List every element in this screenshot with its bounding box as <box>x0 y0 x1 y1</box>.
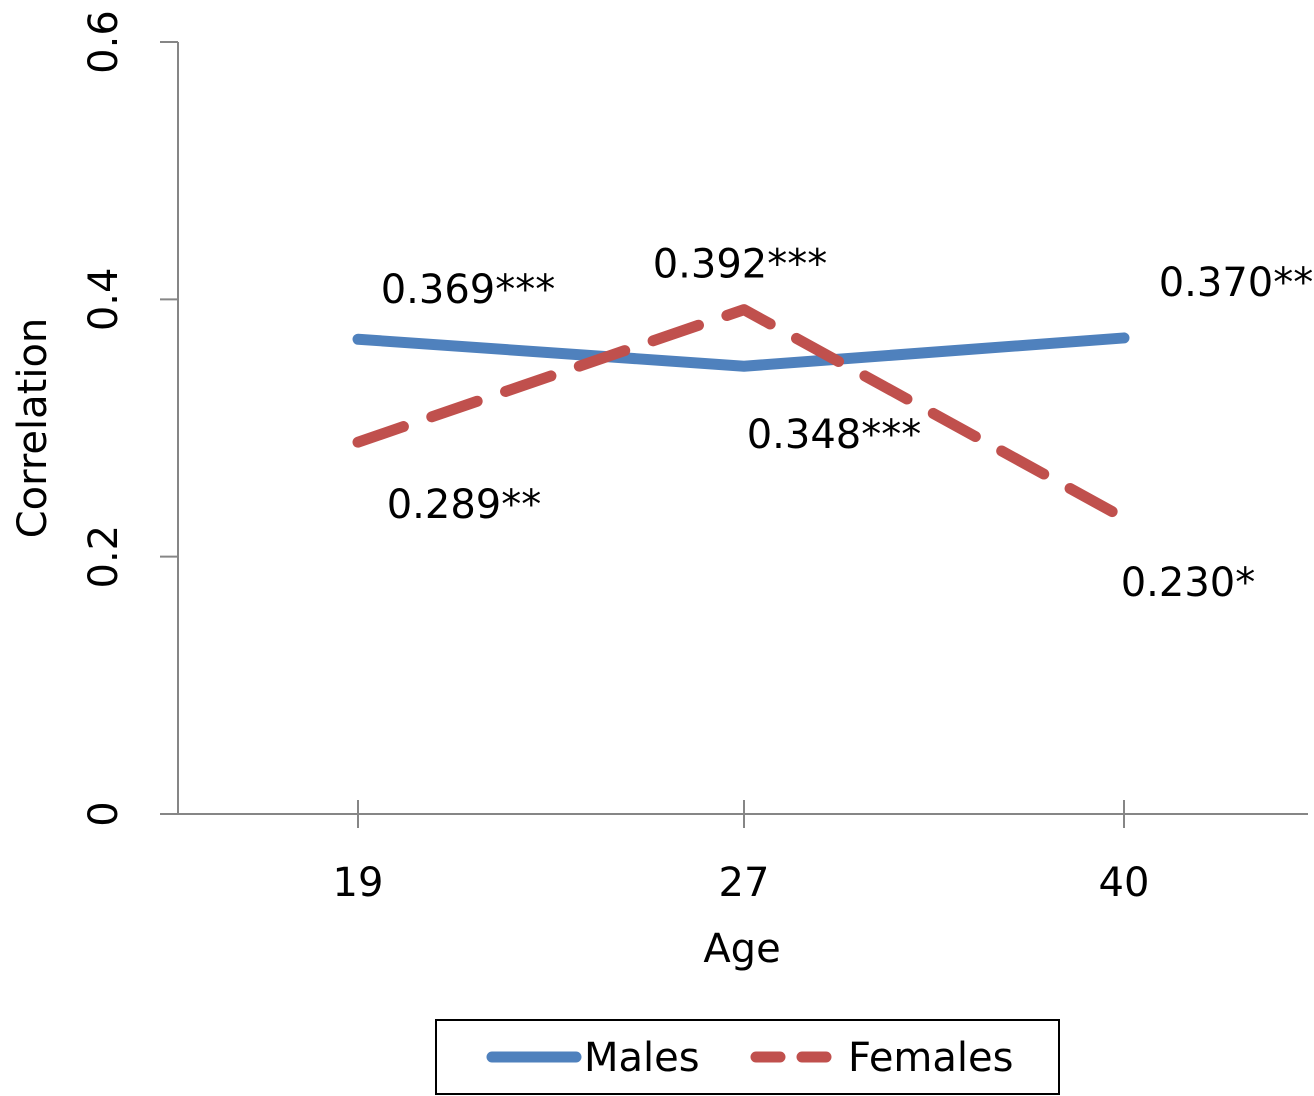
data-label-females: 0.392*** <box>653 242 828 288</box>
x-tick-label: 27 <box>719 860 770 906</box>
y-tick-label: 0.2 <box>81 525 127 589</box>
y-axis-ticks: 0 0.2 0.4 0.6 <box>81 10 178 827</box>
legend: Males Females <box>435 1019 1060 1095</box>
series-line-males <box>352 332 1130 372</box>
data-labels: 0.369*** 0.348*** 0.370*** 0.289** 0.392*** 0… <box>381 242 1314 606</box>
x-axis-title: Age <box>703 926 780 972</box>
plot-area: 0 0.2 0.4 0.6 19 27 40 0.369*** 0.348*** 0.370*… <box>81 10 1314 906</box>
x-axis-ticks: 19 27 40 <box>333 800 1150 906</box>
y-tick-label: 0.4 <box>81 268 127 332</box>
data-label-males: 0.369*** <box>381 267 556 313</box>
x-tick-label: 40 <box>1099 860 1150 906</box>
y-tick-label: 0.6 <box>81 10 127 74</box>
y-tick-label: 0 <box>81 801 127 826</box>
y-axis-title: Correlation <box>10 318 56 539</box>
legend-label-males: Males <box>584 1035 700 1081</box>
data-label-females: 0.289** <box>387 482 542 528</box>
series-lines <box>352 304 1130 524</box>
data-label-males: 0.348*** <box>747 412 922 458</box>
data-label-males: 0.370*** <box>1159 260 1314 306</box>
series-line-females <box>352 304 1130 524</box>
legend-label-females: Females <box>848 1035 1013 1081</box>
x-tick-label: 19 <box>333 860 384 906</box>
data-label-females: 0.230* <box>1121 560 1256 606</box>
